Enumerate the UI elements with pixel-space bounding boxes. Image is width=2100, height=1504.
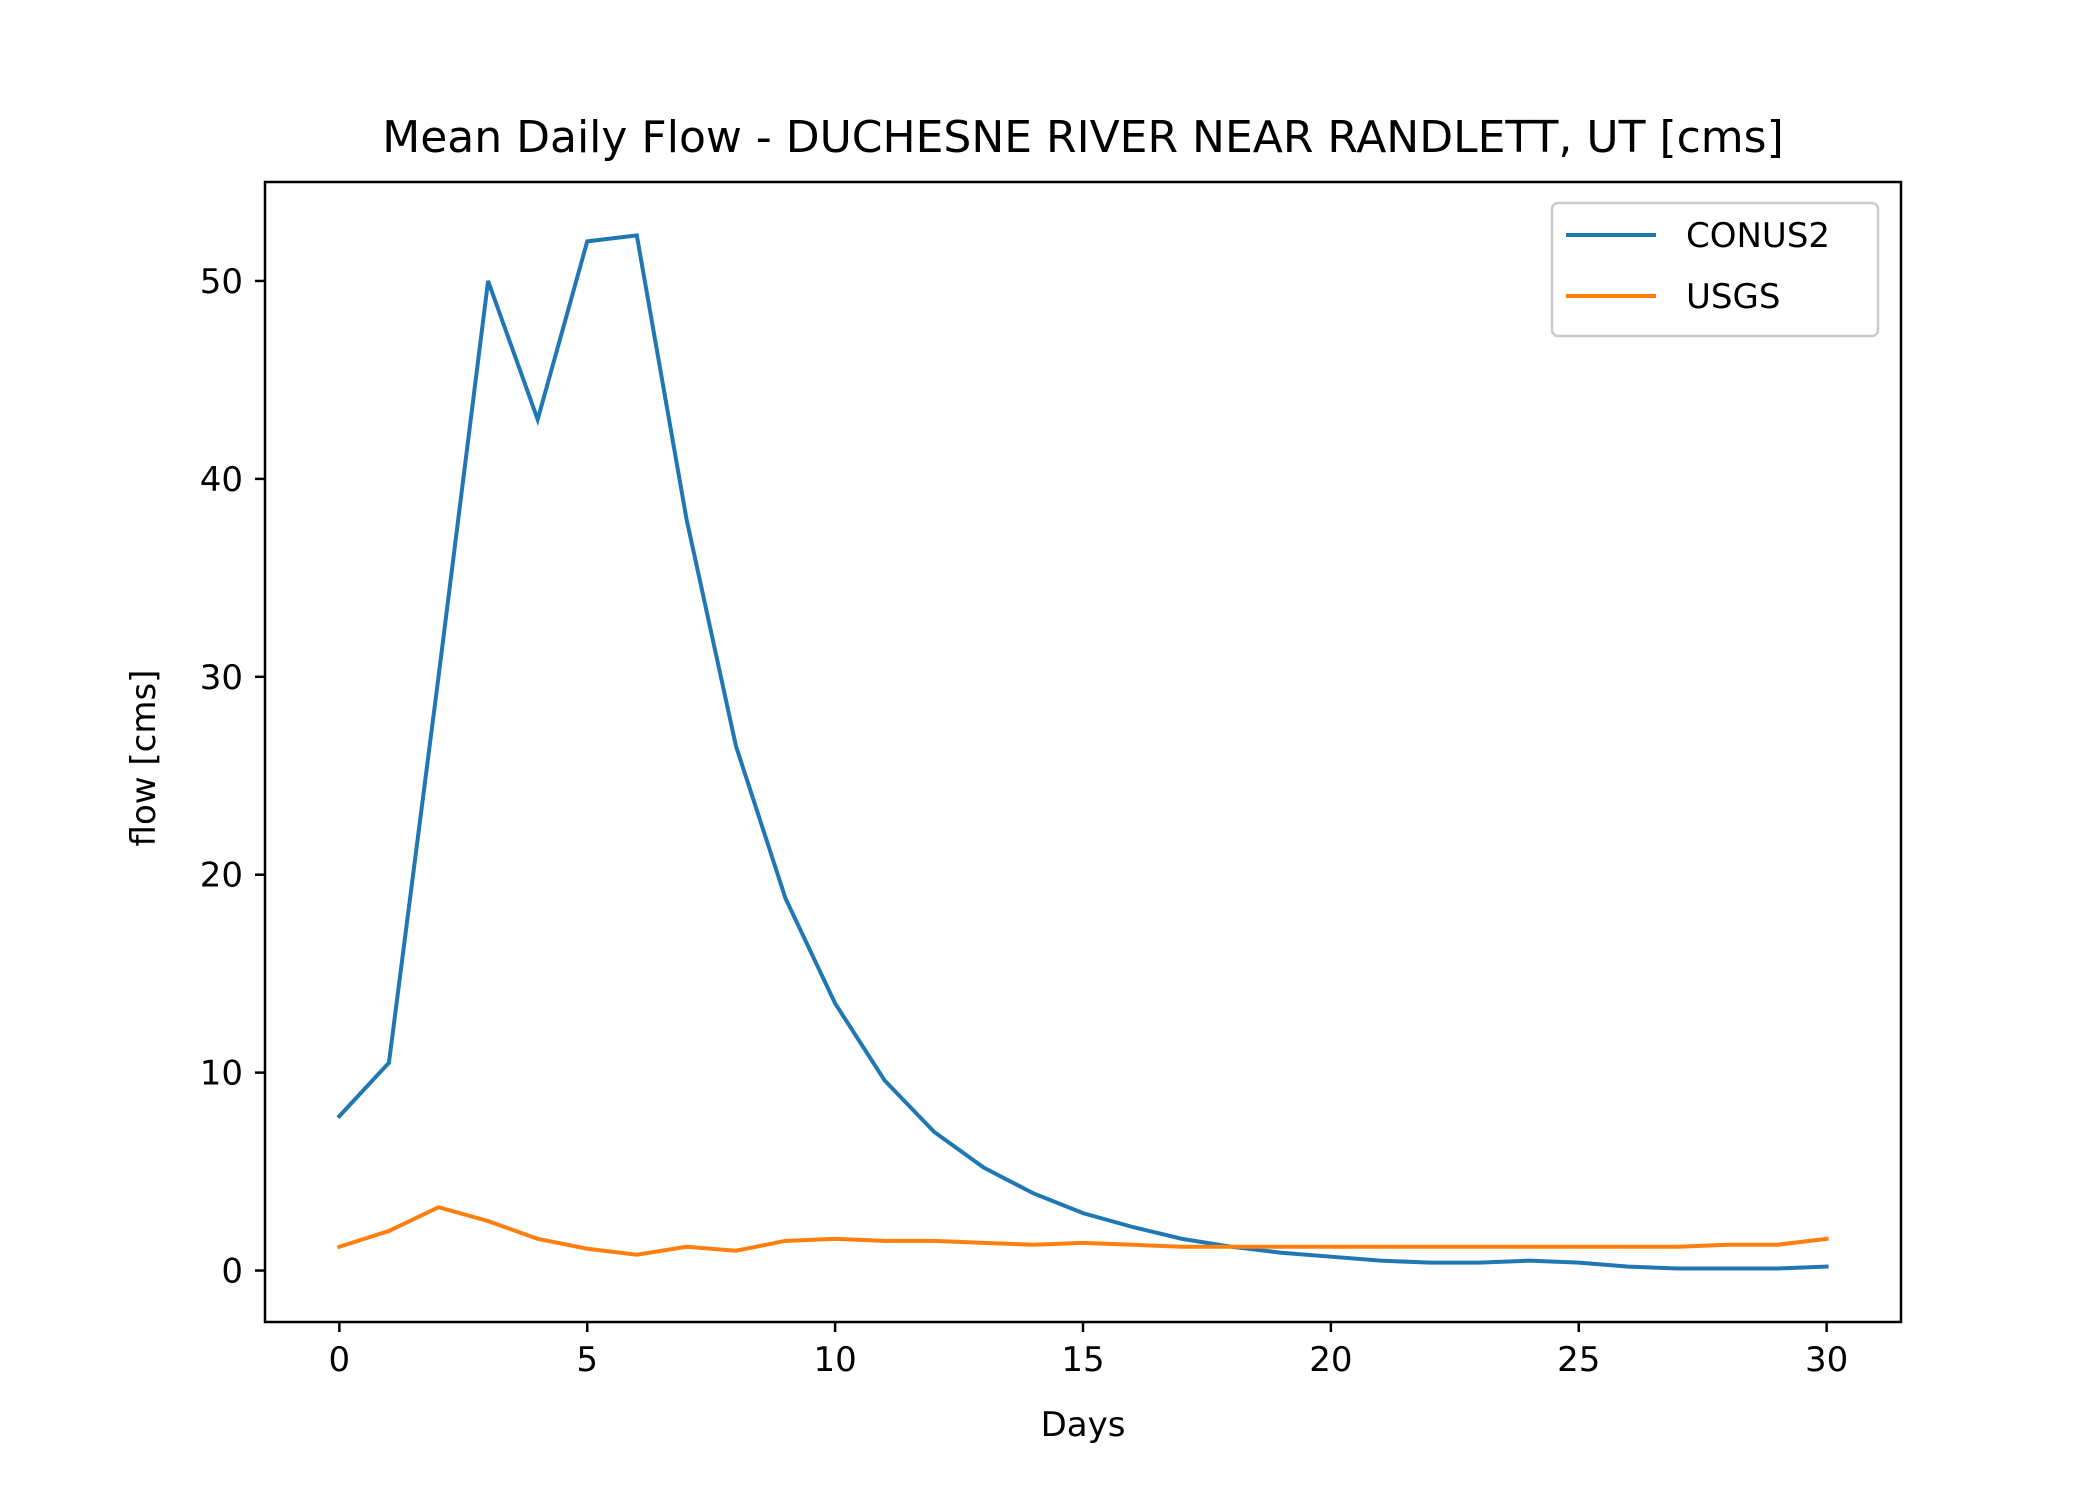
x-tick-label: 25 [1557,1340,1600,1380]
x-axis: 0 5 10 15 20 25 30 [329,1322,1848,1380]
legend-label-conus2: CONUS2 [1686,216,1830,256]
y-tick-label: 0 [221,1252,243,1292]
y-tick-label: 10 [200,1054,243,1094]
legend-label-usgs: USGS [1686,277,1780,317]
x-tick-label: 5 [576,1340,598,1380]
x-axis-label: Days [1041,1405,1126,1445]
plot-frame [263,180,1903,1324]
x-tick-label: 15 [1061,1340,1104,1380]
legend: CONUS2 USGS [1550,201,1880,338]
y-axis: 0 10 20 30 40 50 [200,262,265,1292]
x-tick-label: 0 [329,1340,351,1380]
y-tick-label: 40 [200,460,243,500]
series-line-usgs [336,1205,1829,1257]
y-tick-label: 30 [200,658,243,698]
x-tick-label: 30 [1805,1340,1848,1380]
x-tick-label: 20 [1309,1340,1352,1380]
y-tick-label: 50 [200,262,243,302]
y-tick-label: 20 [200,856,243,896]
x-tick-label: 10 [813,1340,856,1380]
series-line-conus2 [336,233,1829,1271]
y-axis-label: flow [cms] [124,670,164,847]
series-layer [336,233,1829,1271]
chart-title: Mean Daily Flow - DUCHESNE RIVER NEAR RA… [382,112,1784,163]
